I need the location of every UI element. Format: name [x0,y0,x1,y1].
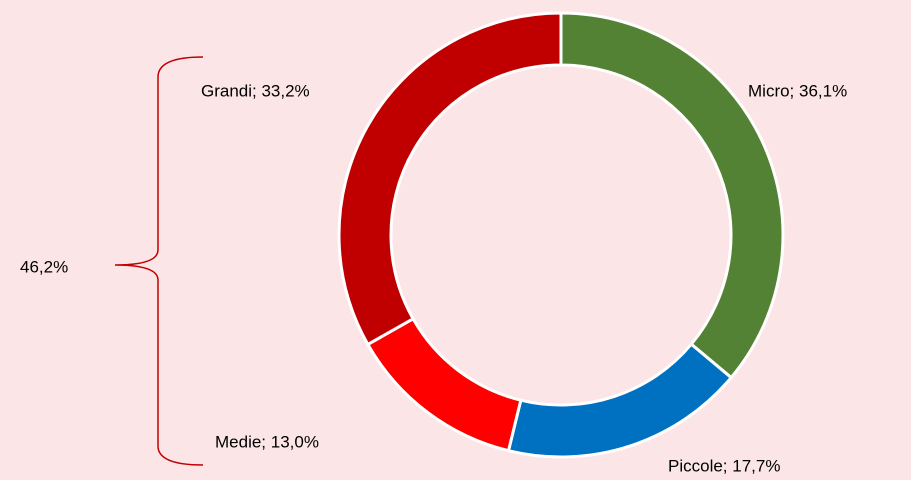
data-label: Medie; 13,0% [215,432,319,451]
data-label: Grandi; 33,2% [201,81,310,100]
donut-slice [337,11,563,347]
annotation: 46,2% [20,257,68,276]
data-label: Micro; 36,1% [748,81,847,100]
data-label: Piccole; 17,7% [668,456,780,475]
brace [114,56,204,466]
donut-slice [559,11,785,380]
